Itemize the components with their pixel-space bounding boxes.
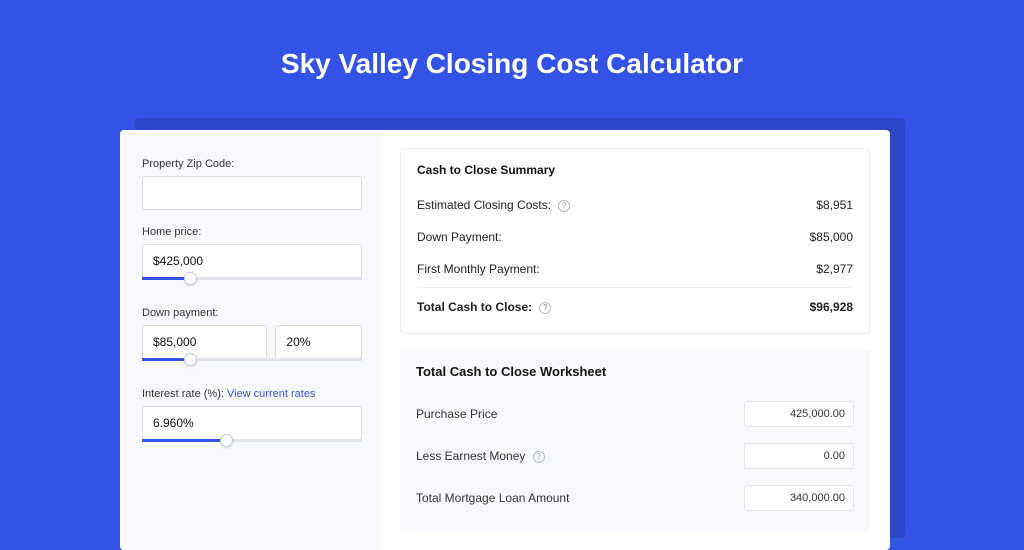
interest-rate-label-text: Interest rate (%):: [142, 388, 224, 400]
interest-rate-input[interactable]: [142, 406, 362, 440]
worksheet-label: Less Earnest Money: [416, 449, 525, 463]
slider-fill: [142, 358, 190, 361]
worksheet-label: Purchase Price: [416, 407, 497, 421]
help-icon[interactable]: ?: [533, 451, 545, 463]
summary-row-closing-costs: Estimated Closing Costs: ? $8,951: [417, 189, 853, 221]
summary-value: $2,977: [816, 262, 853, 276]
summary-row-first-payment: First Monthly Payment: $2,977: [417, 253, 853, 285]
help-icon[interactable]: ?: [558, 200, 570, 212]
inputs-panel: Property Zip Code: Home price: Down paym…: [120, 130, 380, 550]
zip-input[interactable]: [142, 176, 362, 210]
slider-fill: [142, 439, 226, 442]
interest-rate-field-group: Interest rate (%): View current rates: [142, 388, 362, 453]
down-payment-amount-input[interactable]: [142, 325, 267, 359]
home-price-field-group: Home price:: [142, 226, 362, 291]
down-payment-slider[interactable]: [142, 358, 362, 372]
summary-row-down-payment: Down Payment: $85,000: [417, 221, 853, 253]
worksheet-input-mortgage-amount[interactable]: [744, 485, 854, 511]
worksheet-title: Total Cash to Close Worksheet: [416, 364, 854, 379]
zip-label: Property Zip Code:: [142, 158, 362, 170]
summary-value: $8,951: [816, 198, 853, 212]
summary-total-value: $96,928: [810, 300, 853, 314]
worksheet-input-earnest-money[interactable]: [744, 443, 854, 469]
help-icon[interactable]: ?: [539, 302, 551, 314]
calculator-card: Property Zip Code: Home price: Down paym…: [120, 130, 890, 550]
slider-thumb[interactable]: [184, 272, 197, 285]
summary-title: Cash to Close Summary: [417, 163, 853, 177]
home-price-input[interactable]: [142, 244, 362, 278]
results-panel: Cash to Close Summary Estimated Closing …: [380, 130, 890, 550]
worksheet-row-purchase-price: Purchase Price: [416, 393, 854, 435]
worksheet-row-mortgage-amount: Total Mortgage Loan Amount: [416, 477, 854, 519]
summary-label: First Monthly Payment:: [417, 262, 540, 276]
worksheet-input-purchase-price[interactable]: [744, 401, 854, 427]
slider-thumb[interactable]: [184, 353, 197, 366]
summary-label: Estimated Closing Costs:: [417, 198, 551, 212]
summary-value: $85,000: [810, 230, 853, 244]
slider-thumb[interactable]: [220, 434, 233, 447]
home-price-slider[interactable]: [142, 277, 362, 291]
slider-fill: [142, 277, 190, 280]
summary-total-label: Total Cash to Close:: [417, 300, 532, 314]
interest-rate-slider[interactable]: [142, 439, 362, 453]
summary-row-total: Total Cash to Close: ? $96,928: [417, 287, 853, 323]
interest-rate-label: Interest rate (%): View current rates: [142, 388, 362, 400]
down-payment-field-group: Down payment:: [142, 307, 362, 372]
home-price-label: Home price:: [142, 226, 362, 238]
view-rates-link[interactable]: View current rates: [227, 388, 315, 400]
down-payment-label: Down payment:: [142, 307, 362, 319]
down-payment-percent-input[interactable]: [275, 325, 362, 359]
summary-label: Down Payment:: [417, 230, 502, 244]
worksheet-label: Total Mortgage Loan Amount: [416, 491, 569, 505]
page-title: Sky Valley Closing Cost Calculator: [0, 0, 1024, 108]
summary-card: Cash to Close Summary Estimated Closing …: [400, 148, 870, 334]
worksheet-card: Total Cash to Close Worksheet Purchase P…: [400, 350, 870, 533]
zip-field-group: Property Zip Code:: [142, 158, 362, 210]
worksheet-row-earnest-money: Less Earnest Money ?: [416, 435, 854, 477]
